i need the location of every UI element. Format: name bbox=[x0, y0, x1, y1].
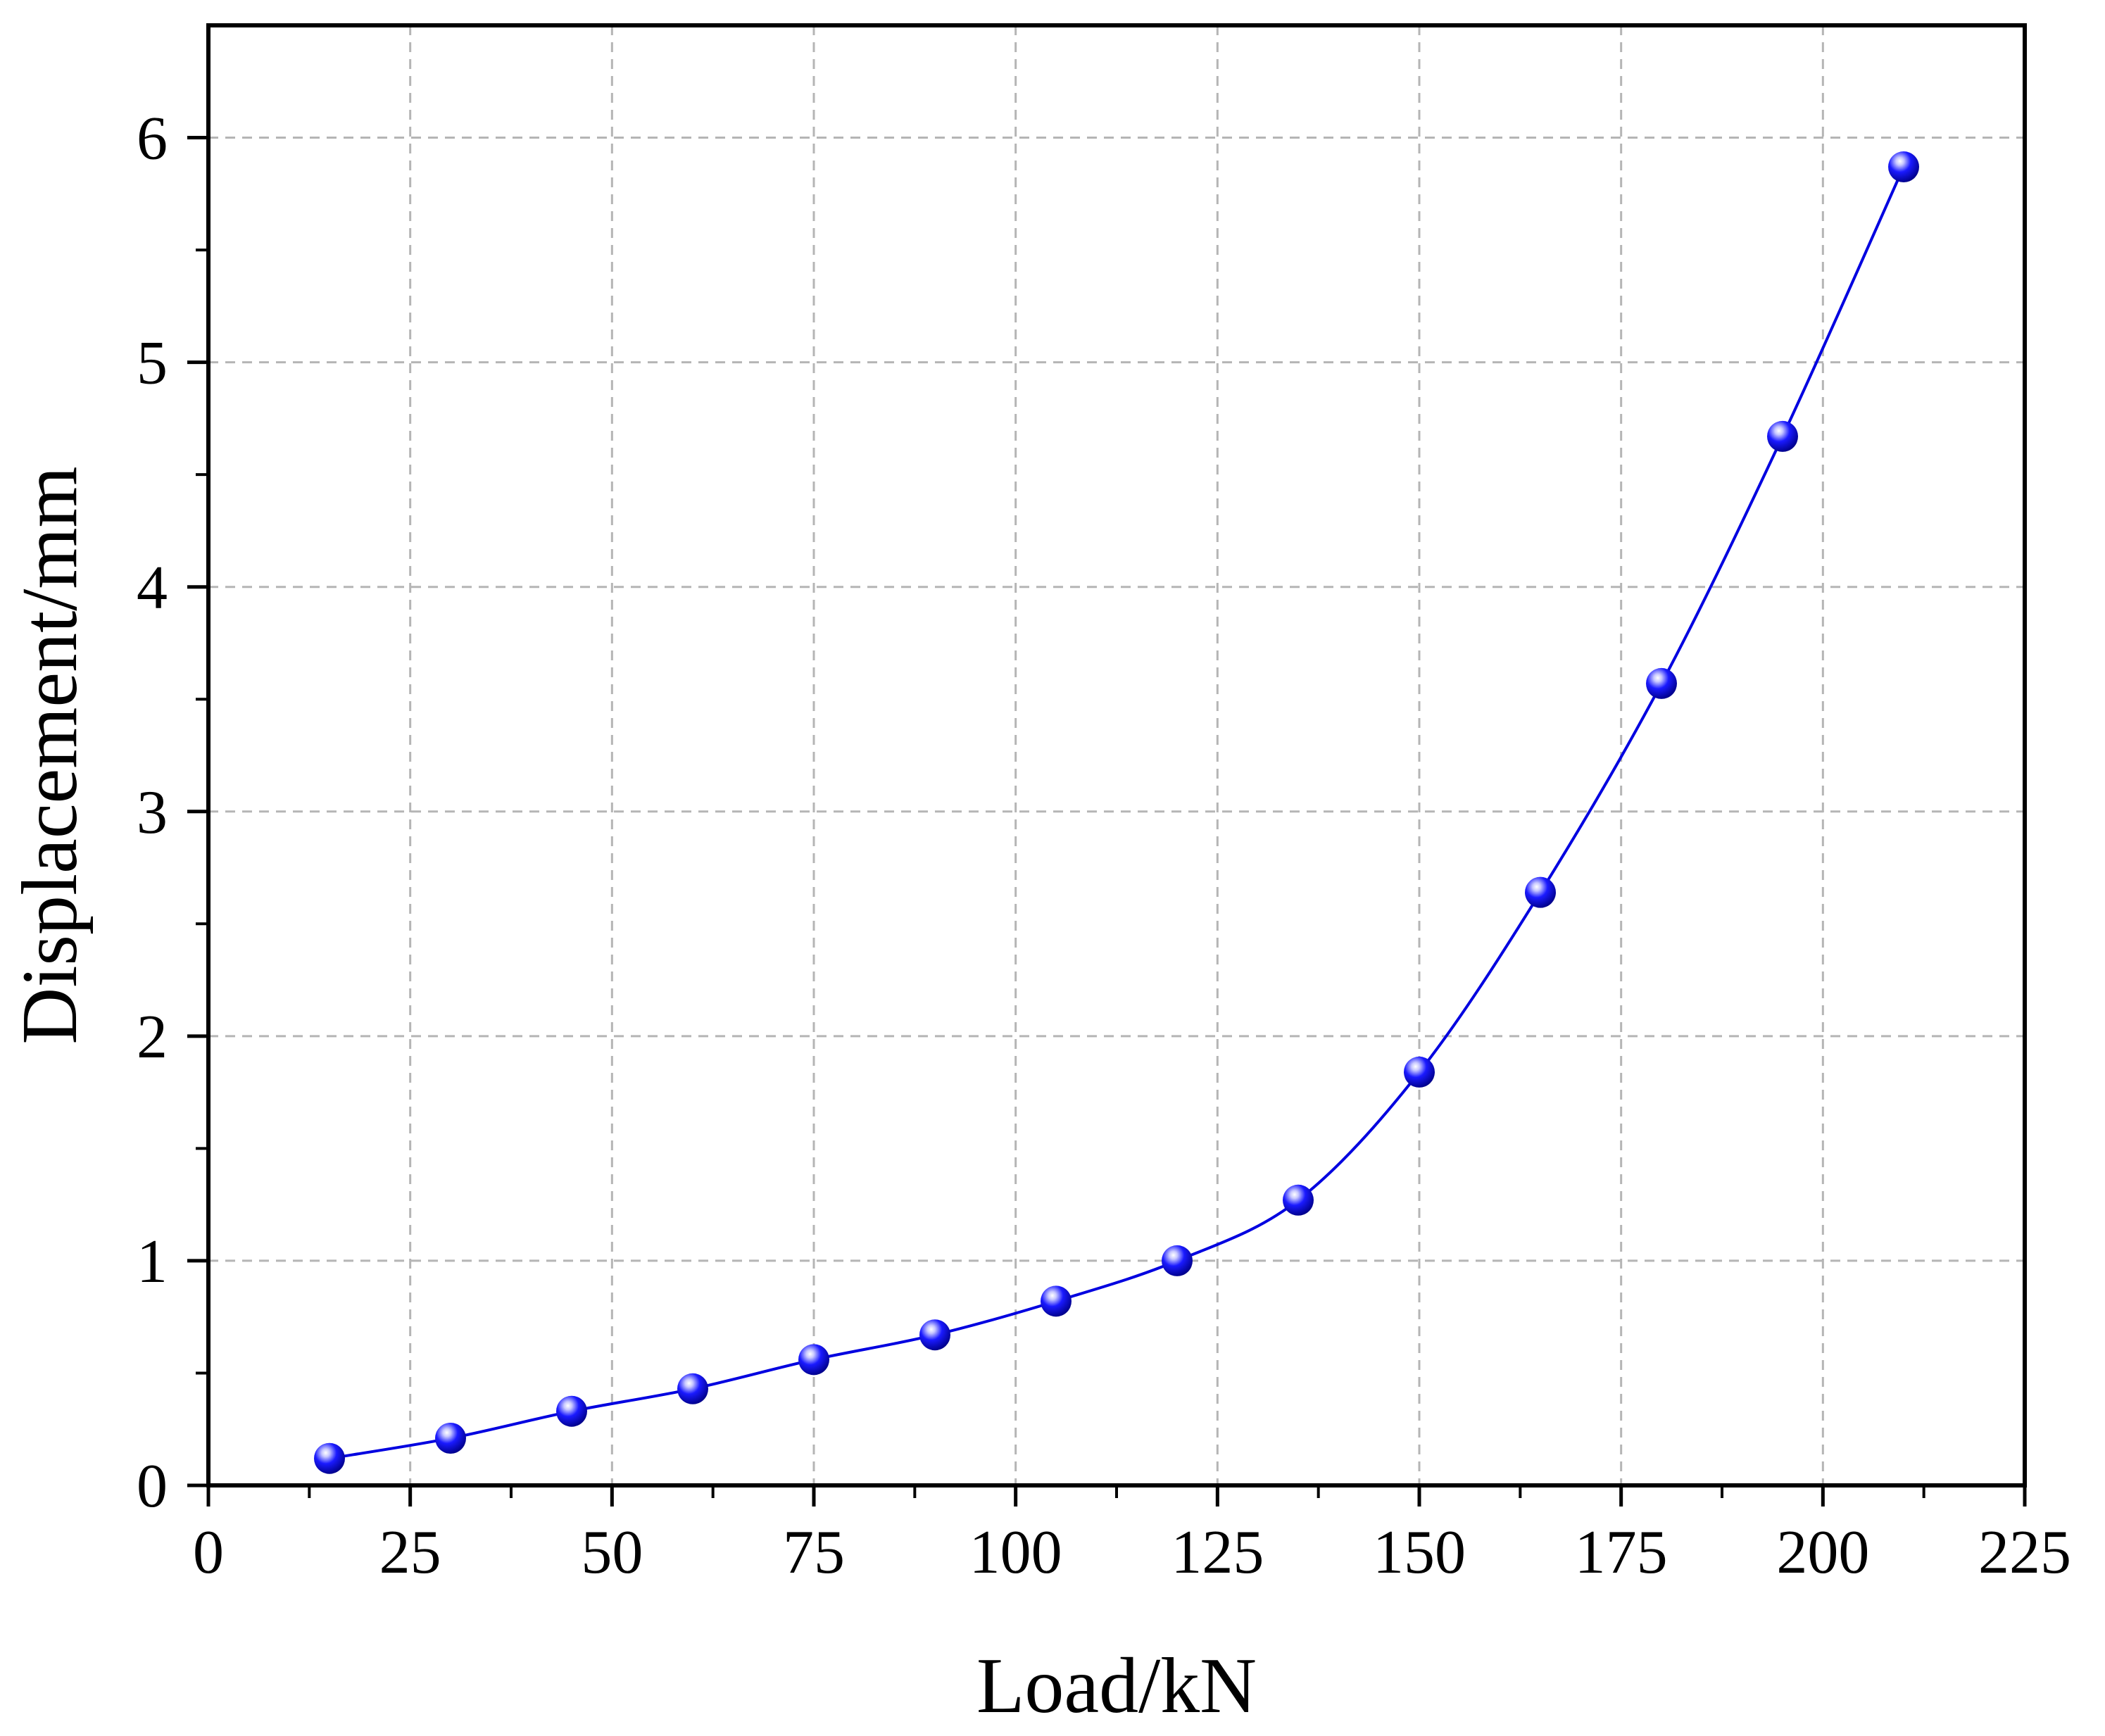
data-point bbox=[1646, 667, 1677, 699]
x-axis-title: Load/kN bbox=[976, 1642, 1257, 1730]
data-point bbox=[1525, 876, 1556, 908]
data-point bbox=[435, 1422, 466, 1454]
x-tick-label: 50 bbox=[581, 1518, 643, 1587]
y-tick-label: 4 bbox=[137, 554, 168, 622]
y-tick-label: 3 bbox=[137, 779, 168, 847]
x-tick-label: 100 bbox=[969, 1518, 1062, 1587]
x-tick-label: 200 bbox=[1776, 1518, 1869, 1587]
data-point bbox=[1162, 1245, 1193, 1276]
data-point bbox=[1041, 1285, 1072, 1317]
data-point bbox=[1888, 151, 1919, 183]
x-tick-label: 125 bbox=[1171, 1518, 1264, 1587]
data-point bbox=[1767, 420, 1798, 452]
y-tick-labels: 0 1 2 3 4 5 6 bbox=[137, 105, 168, 1521]
y-tick-label: 1 bbox=[137, 1228, 168, 1296]
y-tick-label: 6 bbox=[137, 105, 168, 173]
axis-ticks bbox=[187, 136, 2027, 1507]
data-point bbox=[798, 1344, 829, 1376]
data-point bbox=[1404, 1056, 1435, 1088]
grid bbox=[208, 25, 2025, 1485]
series-line bbox=[329, 166, 1905, 1460]
x-tick-label: 25 bbox=[379, 1518, 441, 1587]
series-markers bbox=[314, 151, 1919, 1474]
data-point bbox=[556, 1395, 587, 1427]
data-point bbox=[314, 1442, 345, 1474]
y-tick-label: 2 bbox=[137, 1003, 168, 1071]
data-point bbox=[919, 1319, 950, 1351]
series-line-layer bbox=[329, 166, 1905, 1460]
plot-frame bbox=[206, 23, 2027, 1487]
data-point bbox=[677, 1373, 708, 1404]
x-tick-label: 150 bbox=[1373, 1518, 1466, 1587]
x-tick-labels: 0 25 50 75 100 125 150 175 200 225 bbox=[193, 1518, 2071, 1587]
data-point bbox=[1283, 1184, 1314, 1216]
x-tick-label: 75 bbox=[783, 1518, 845, 1587]
y-tick-label: 0 bbox=[137, 1452, 168, 1521]
x-tick-label: 0 bbox=[193, 1518, 224, 1587]
x-tick-label: 175 bbox=[1575, 1518, 1668, 1587]
x-tick-label: 225 bbox=[1978, 1518, 2071, 1587]
y-axis-title: Displacement/mm bbox=[6, 466, 94, 1044]
y-tick-label: 5 bbox=[137, 329, 168, 398]
